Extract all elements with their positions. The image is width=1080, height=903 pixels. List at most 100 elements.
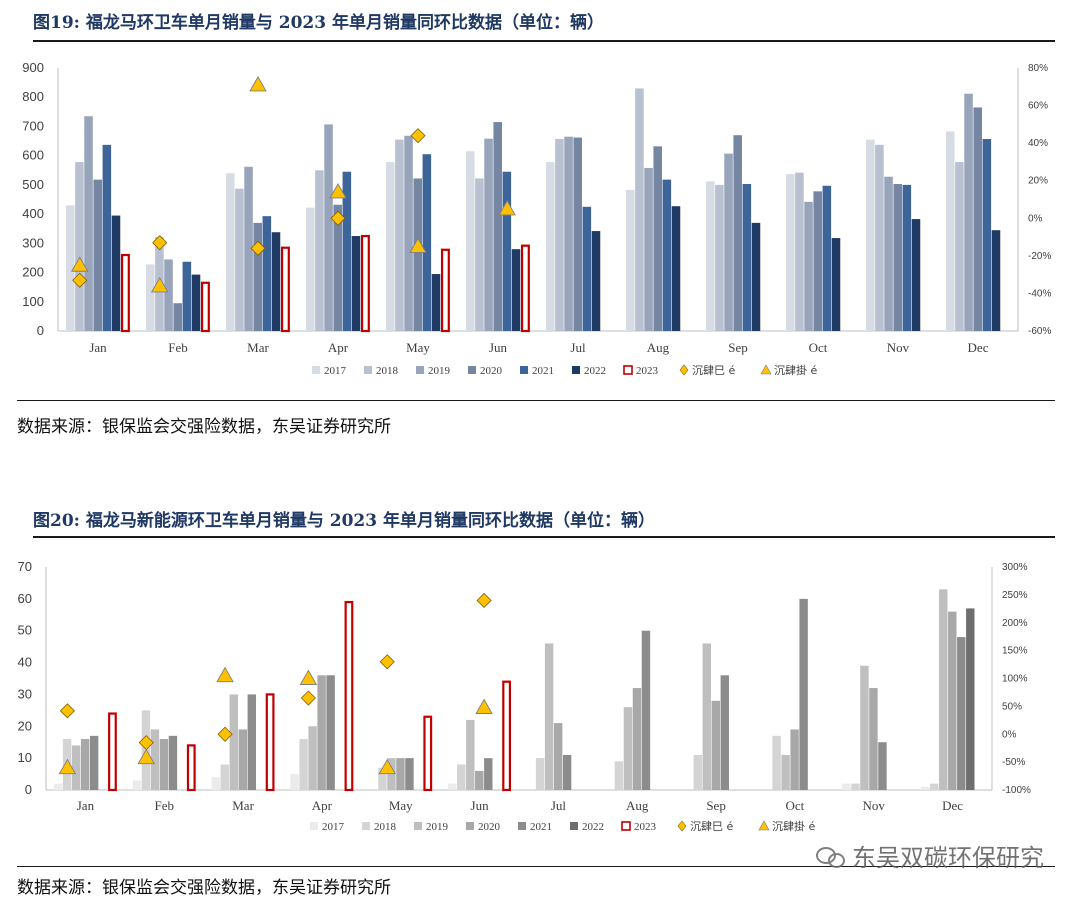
bar-2021 [742,184,752,331]
x-tick-label: Feb [168,340,188,355]
bar-2017 [53,783,63,790]
bar-2018 [395,139,404,331]
bar-2020 [253,222,262,331]
bar-2019 [324,124,333,331]
y2-tick-label: -40% [1028,288,1051,299]
marker-沉肆掛 é [498,199,516,216]
x-tick-label: May [406,340,430,355]
bar-2020 [475,770,484,790]
figure-19-source-rule [17,400,1055,401]
bar-2023 [120,253,130,333]
bar-2017 [626,189,635,331]
y-tick-label: 20 [18,718,32,733]
bar-2020 [396,758,405,790]
bar-2017 [546,162,555,331]
bar-2018 [875,144,884,331]
y-tick-label: 70 [18,559,32,574]
bar-2023 [265,693,275,792]
bar-2018 [614,761,624,790]
marker-沉肆掛 é [329,183,347,199]
bar-2020 [711,700,720,790]
figure-20-source: 数据来源：银保监会交强险数据，东吴证券研究所 [17,878,391,898]
bar-2018 [475,178,484,331]
bar-2017 [290,774,299,790]
figure-19-source: 数据来源：银保监会交强险数据，东吴证券研究所 [17,417,391,437]
bar-2022 [271,232,281,331]
bar-2017 [226,173,235,331]
marker-沉肆掛 é [409,237,427,253]
x-tick-label: Mar [232,798,254,813]
bar-2017 [466,151,475,331]
bar-2021 [168,735,178,790]
x-tick-label: Apr [328,340,349,355]
bar-2018 [75,162,84,331]
marker-沉肆巳 é [476,592,492,609]
bar-2017 [946,131,955,331]
bar-2021 [484,758,493,790]
bar-2017 [146,264,155,331]
bar-2019 [544,643,554,790]
bar-2021 [822,185,832,331]
bar-2020 [333,204,342,331]
bar-2019 [308,726,317,790]
marker-沉肆巳 é [152,235,168,251]
x-tick-label: Dec [968,340,989,355]
y-tick-label: 100 [22,294,44,309]
legend-swatch-2020 [468,366,476,374]
legend-swatch-triangle [758,820,770,831]
bar-2018 [315,170,324,331]
y-tick-label: 50 [18,623,32,638]
bar-2019 [229,694,238,790]
marker-沉肆掛 é [150,277,169,293]
legend-label-marker: 沉肆掛 é [772,819,815,833]
bar-2017 [66,205,75,331]
bar-2017 [842,783,851,790]
marker-沉肆掛 é [70,256,89,272]
bar-2019 [724,153,733,331]
bar-2021 [102,144,112,331]
figure-20-title: 图20: 福龙马新能源环卫车单月销量与 2023 年单月销量同环比数据（单位：辆… [33,511,656,531]
figure-20-source-rule [17,866,1055,867]
y2-tick-label: 20% [1028,176,1048,187]
y2-tick-label: 50% [1002,701,1022,712]
bar-2019 [150,729,160,790]
bar-2020 [317,675,326,790]
bar-2019 [564,136,573,331]
y-tick-label: 700 [22,118,44,133]
legend-label-2019: 2019 [428,365,451,377]
bar-2021 [342,171,352,331]
bar-2018 [555,139,564,331]
marker-沉肆巳 é [379,654,395,670]
bar-2022 [191,274,201,331]
bar-2019 [84,116,93,331]
bar-2022 [111,215,121,331]
y-tick-label: 800 [22,89,44,104]
x-tick-label: Apr [312,798,333,813]
legend-label-2022: 2022 [582,821,604,833]
bar-2020 [632,688,642,790]
legend-swatch-2021 [520,366,528,374]
marker-沉肆掛 é [378,758,397,775]
y-tick-label: 40 [18,655,32,670]
bar-2017 [866,139,875,331]
bar-2022 [591,231,601,331]
bar-2017 [448,783,457,790]
marker-沉肆掛 é [249,76,267,92]
legend-swatch-2018 [364,366,372,374]
bar-2022 [991,230,1001,331]
bar-2023 [186,744,196,792]
bar-2021 [902,184,912,331]
bar-2021 [89,735,99,790]
bar-2020 [553,723,563,790]
legend-swatch-2019 [414,822,422,830]
bar-2018 [535,758,545,790]
bar-2021 [405,758,414,790]
y-tick-label: 400 [22,206,44,221]
bar-2019 [860,665,869,790]
x-tick-label: Aug [647,340,670,355]
bar-2022 [831,238,841,331]
marker-沉肆巳 é [59,703,75,719]
bar-2022 [966,608,975,790]
bar-2019 [804,201,813,331]
bar-2019 [404,135,413,331]
